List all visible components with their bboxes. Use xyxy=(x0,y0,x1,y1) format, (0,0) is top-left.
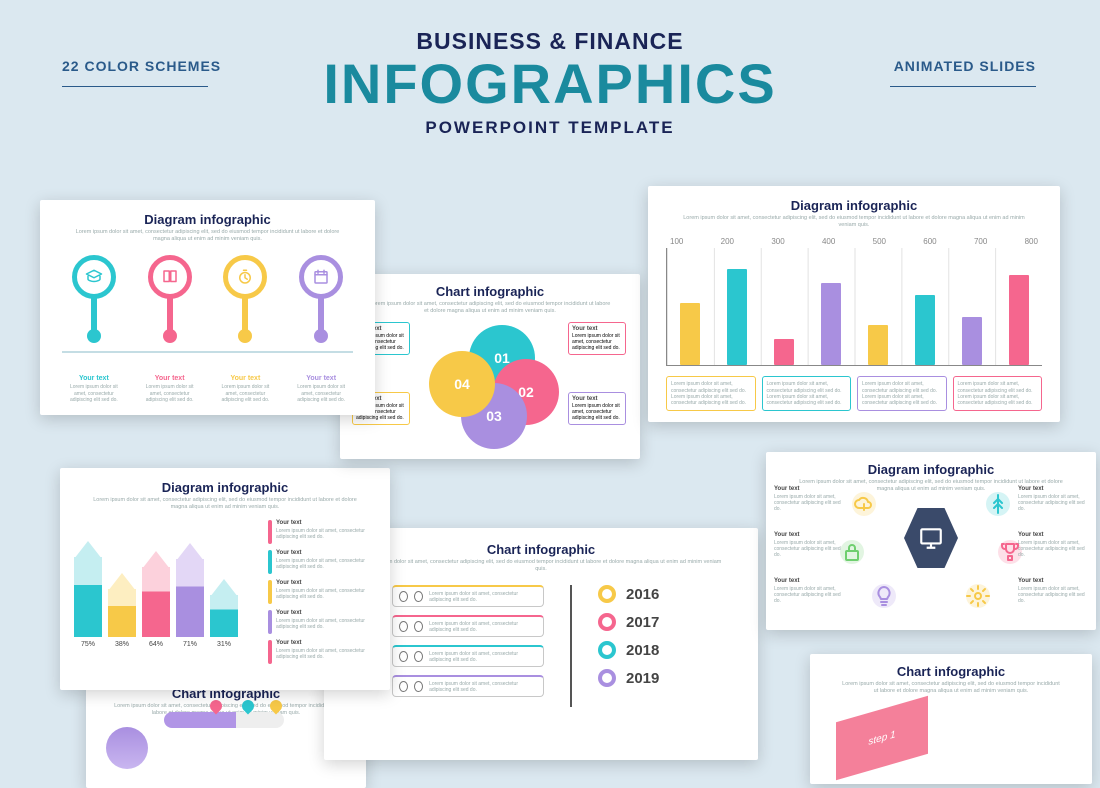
hex-center xyxy=(904,508,958,568)
slide-bar-chart: Diagram infographic Lorem ipsum dolor si… xyxy=(648,186,1060,422)
text-box: Your textLorem ipsum dolor sit amet, con… xyxy=(568,392,626,425)
arrow-col xyxy=(142,567,170,637)
map-pin-icon xyxy=(242,700,254,716)
slide-sub: Lorem ipsum dolor sit amet, consectetur … xyxy=(344,557,738,575)
hex-text: Your textLorem ipsum dolor sit amet, con… xyxy=(774,532,844,558)
hex-satellite-icon xyxy=(852,492,876,516)
divider xyxy=(570,585,572,707)
legend-row: Your textLorem ipsum dolor sit amet, con… xyxy=(268,550,378,574)
pin-label: Your textLorem ipsum dolor sit amet, con… xyxy=(65,375,123,403)
slide-title: Chart infographic xyxy=(824,664,1078,679)
slide-sub: Lorem ipsum dolor sit amet, consectetur … xyxy=(56,227,359,245)
slide-title: Chart infographic xyxy=(344,542,738,557)
pct-label: 71% xyxy=(176,641,204,648)
slide-arrows: Diagram infographic Lorem ipsum dolor si… xyxy=(60,468,390,690)
slide-iso: Chart infographic Lorem ipsum dolor sit … xyxy=(810,654,1092,784)
iso-step: step 1 xyxy=(836,696,928,780)
bar xyxy=(821,283,841,365)
timeline-pin xyxy=(216,255,274,365)
axis-label: 400 xyxy=(822,237,835,246)
axis-label: 700 xyxy=(974,237,987,246)
hex-text: Your textLorem ipsum dolor sit amet, con… xyxy=(774,578,844,604)
pct-label: 31% xyxy=(210,641,238,648)
axis-label: 100 xyxy=(670,237,683,246)
caption-box: Lorem ipsum dolor sit amet, consectetur … xyxy=(953,376,1043,411)
axis-label: 200 xyxy=(721,237,734,246)
pin-label: Your textLorem ipsum dolor sit amet, con… xyxy=(141,375,199,403)
timeline-pin xyxy=(292,255,350,365)
year-item: 2017 xyxy=(598,613,738,631)
caption-box: Lorem ipsum dolor sit amet, consectetur … xyxy=(762,376,852,411)
arrow-col xyxy=(176,559,204,637)
pin-label: Your textLorem ipsum dolor sit amet, con… xyxy=(216,375,274,403)
bar xyxy=(915,295,935,365)
progress-bar xyxy=(164,712,284,728)
map-pin-icon xyxy=(270,700,282,716)
legend-row: Your textLorem ipsum dolor sit amet, con… xyxy=(268,520,378,544)
hex-text: Your textLorem ipsum dolor sit amet, con… xyxy=(774,486,844,512)
bar xyxy=(868,325,888,365)
text-box: Your textLorem ipsum dolor sit amet, con… xyxy=(568,322,626,355)
hex-satellite-icon xyxy=(986,492,1010,516)
slide-title: Diagram infographic xyxy=(666,198,1042,213)
slide-sub: Lorem ipsum dolor sit amet, consectetur … xyxy=(824,679,1078,697)
slide-sub: Lorem ipsum dolor sit amet, consectetur … xyxy=(74,495,376,513)
slide-title: Diagram infographic xyxy=(778,462,1084,477)
year-item: 2019 xyxy=(598,669,738,687)
arrow-col xyxy=(108,589,136,637)
map-pin-icon xyxy=(210,700,222,716)
caption-box: Lorem ipsum dolor sit amet, consectetur … xyxy=(666,376,756,411)
slide-title: Diagram infographic xyxy=(74,480,376,495)
axis-label: 600 xyxy=(923,237,936,246)
globe-icon xyxy=(106,727,148,769)
slide-title: Diagram infographic xyxy=(56,212,359,227)
bar xyxy=(727,269,747,365)
pct-label: 38% xyxy=(108,641,136,648)
hex-text: Your textLorem ipsum dolor sit amet, con… xyxy=(1018,486,1088,512)
timeline-pin xyxy=(65,255,123,365)
axis-label: 800 xyxy=(1025,237,1038,246)
pin-label: Your textLorem ipsum dolor sit amet, con… xyxy=(292,375,350,403)
bar xyxy=(680,303,700,365)
year-item: 2018 xyxy=(598,641,738,659)
hex-text: Your textLorem ipsum dolor sit amet, con… xyxy=(1018,578,1088,604)
slide-venn: Chart infographic Lorem ipsum dolor sit … xyxy=(340,274,640,459)
legend-row: Your textLorem ipsum dolor sit amet, con… xyxy=(268,580,378,604)
caption-box: Lorem ipsum dolor sit amet, consectetur … xyxy=(857,376,947,411)
arrow-col xyxy=(74,557,102,637)
slide-pin-timeline: Diagram infographic Lorem ipsum dolor si… xyxy=(40,200,375,415)
pct-label: 64% xyxy=(142,641,170,648)
axis-label: 500 xyxy=(873,237,886,246)
hex-satellite-icon xyxy=(872,584,896,608)
hex-satellite-icon xyxy=(966,584,990,608)
slide-sub: Lorem ipsum dolor sit amet, consectetur … xyxy=(352,299,628,317)
slide-title: Chart infographic xyxy=(352,284,628,299)
bar xyxy=(774,339,794,365)
bar xyxy=(962,317,982,365)
bar xyxy=(1009,275,1029,365)
slide-hex: Diagram infographic Lorem ipsum dolor si… xyxy=(766,452,1096,630)
arrow-col xyxy=(210,595,238,637)
axis-label: 300 xyxy=(771,237,784,246)
venn-circle: 04 xyxy=(429,351,495,417)
legend-row: Your textLorem ipsum dolor sit amet, con… xyxy=(268,640,378,664)
timeline-pin xyxy=(141,255,199,365)
pct-label: 75% xyxy=(74,641,102,648)
hex-text: Your textLorem ipsum dolor sit amet, con… xyxy=(1018,532,1088,558)
year-item: 2016 xyxy=(598,585,738,603)
slide-sub: Lorem ipsum dolor sit amet, consectetur … xyxy=(666,213,1042,231)
legend-row: Your textLorem ipsum dolor sit amet, con… xyxy=(268,610,378,634)
